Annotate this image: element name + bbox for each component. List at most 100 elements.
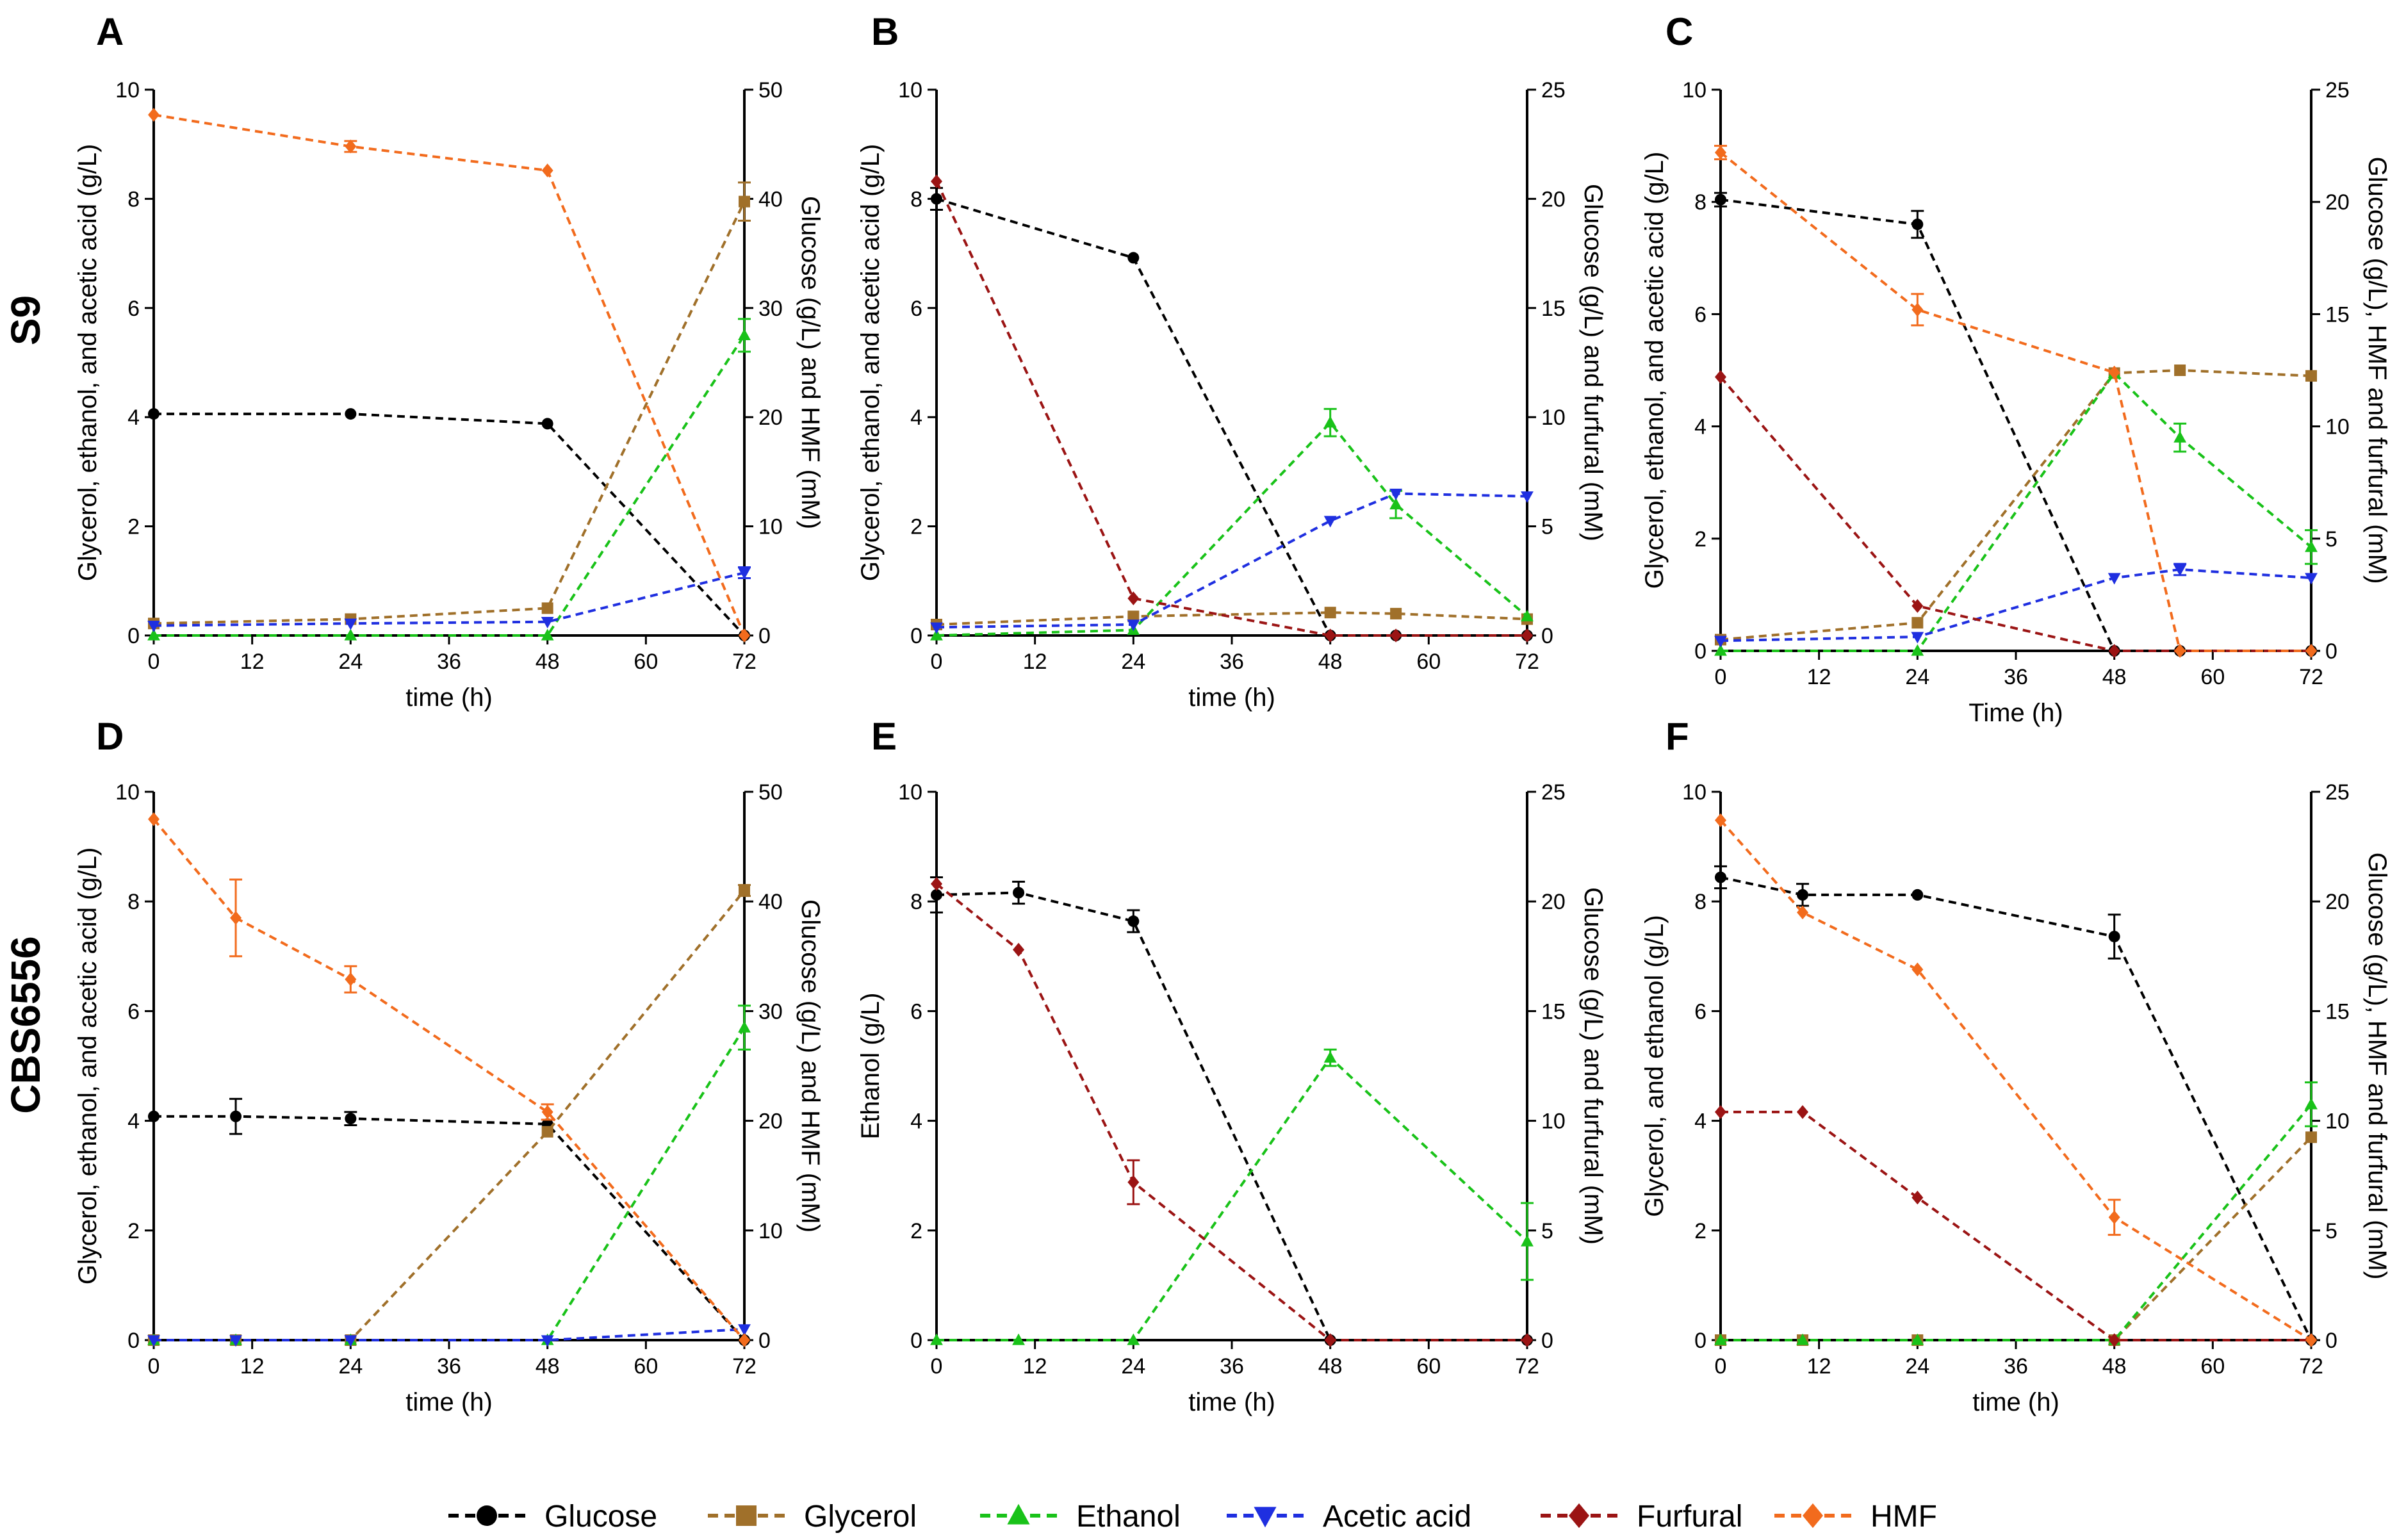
- furfural-point: [1911, 1190, 1924, 1205]
- glycerol-point: [2305, 1131, 2317, 1143]
- y-tick-label: 0: [127, 624, 140, 648]
- glucose-line: [1720, 198, 2311, 652]
- x-axis-label: time (h): [405, 1388, 493, 1416]
- y2-tick-label: 20: [758, 1110, 783, 1134]
- y-tick-label: 8: [127, 890, 140, 914]
- series-glycerol: [1715, 1131, 2317, 1346]
- glucose-point: [1127, 252, 1140, 264]
- panel-letter-d: D: [96, 715, 124, 758]
- y-tick-label: 0: [1694, 1329, 1706, 1353]
- x-tick-label: 12: [1807, 665, 1831, 689]
- x-axis-label: time (h): [1188, 1388, 1275, 1416]
- y-tick-label: 10: [898, 780, 922, 805]
- series-glucose: [1714, 865, 2317, 1346]
- hmf-point: [230, 911, 242, 925]
- y2-tick-label: 15: [1541, 999, 1566, 1024]
- y-tick-label: 0: [1694, 639, 1706, 664]
- ethanol-point: [930, 628, 943, 641]
- acetic-acid-point: [1911, 632, 1924, 644]
- y-tick-label: 10: [1682, 780, 1706, 805]
- ethanol-line: [936, 420, 1528, 637]
- panel-letter-c: C: [1665, 10, 1693, 53]
- x-tick-label: 72: [1515, 650, 1539, 674]
- hmf-point: [541, 163, 553, 177]
- y2-tick-label: 20: [2325, 190, 2350, 215]
- y-axis-label: Ethanol (g/L): [856, 992, 885, 1139]
- acetic-acid-point: [229, 1335, 242, 1347]
- panel-letter-e: E: [871, 715, 897, 758]
- x-tick-label: 12: [240, 1354, 265, 1379]
- hmf-point: [148, 108, 160, 122]
- furfural-point: [1127, 591, 1140, 605]
- y2-tick-label: 50: [758, 780, 783, 805]
- y2-tick-label: 10: [1541, 1110, 1566, 1134]
- glucose-point: [1911, 218, 1924, 231]
- legend-item-hmf: HMF: [1774, 1500, 1937, 1534]
- acetic-acid-point: [541, 1335, 554, 1347]
- y-tick-label: 6: [1694, 302, 1706, 327]
- x-axis-label: Time (h): [1968, 699, 2063, 727]
- legend-label-glycerol: Glycerol: [804, 1500, 917, 1534]
- y-tick-label: 6: [127, 999, 140, 1024]
- y-axis-label: Glycerol, ethanol, and acetic acid (g/L): [74, 144, 102, 582]
- ethanol-line: [154, 334, 746, 637]
- glycerol-line: [936, 611, 1528, 626]
- x-tick-label: 60: [2200, 665, 2225, 689]
- y-tick-label: 8: [910, 890, 922, 914]
- y2-tick-label: 0: [2325, 1329, 2337, 1353]
- hmf-point: [1911, 302, 1924, 317]
- acetic-acid-point: [541, 617, 554, 629]
- glucose-point: [931, 889, 942, 901]
- y2-tick-label: 0: [1541, 1329, 1553, 1353]
- series-hmf: [1715, 813, 2317, 1347]
- ethanol-point: [738, 329, 751, 341]
- hmf-point: [739, 1333, 750, 1347]
- glycerol-point: [2174, 365, 2186, 376]
- y2-tick-label: 20: [1541, 187, 1566, 211]
- hmf-point: [739, 628, 750, 643]
- y2-tick-label: 5: [1541, 1219, 1553, 1243]
- x-tick-label: 72: [2299, 665, 2323, 689]
- y2-tick-label: 0: [1541, 624, 1553, 648]
- hmf-point: [1797, 905, 1809, 920]
- y-tick-label: 8: [1694, 190, 1706, 215]
- acetic-acid-line: [936, 492, 1528, 629]
- series-ethanol: [147, 1004, 751, 1345]
- y-tick-label: 0: [910, 1329, 922, 1353]
- x-tick-label: 24: [338, 650, 363, 674]
- glycerol-line: [153, 201, 746, 625]
- legend-marker-ethanol: [1007, 1503, 1030, 1525]
- legend-marker-glycerol: [736, 1505, 757, 1526]
- series-acetic-acid: [1714, 562, 2318, 648]
- hmf-point: [2108, 365, 2120, 380]
- x-tick-label: 72: [2299, 1354, 2323, 1379]
- y2-tick-label: 15: [2325, 999, 2350, 1024]
- y-tick-label: 2: [127, 515, 140, 539]
- acetic-acid-point: [1127, 619, 1140, 632]
- x-tick-label: 60: [634, 1354, 658, 1379]
- y-tick-label: 4: [1694, 415, 1706, 439]
- panel-letter-a: A: [96, 10, 124, 53]
- legend-label-glucose: Glucose: [544, 1500, 657, 1534]
- x-tick-label: 0: [931, 1354, 943, 1379]
- y2-tick-label: 30: [758, 297, 783, 321]
- hmf-point: [345, 972, 357, 987]
- y2-tick-label: 20: [758, 405, 783, 430]
- legend-item-furfural: Furfural: [1541, 1500, 1742, 1534]
- furfural-point: [1521, 628, 1533, 643]
- ethanol-point: [1389, 498, 1403, 510]
- x-tick-label: 72: [732, 1354, 757, 1379]
- series-glycerol: [148, 181, 751, 630]
- furfural-point: [1911, 599, 1924, 613]
- acetic-acid-line: [154, 1327, 745, 1341]
- y-axis-label: Glycerol, ethanol, and acetic acid (g/L): [856, 144, 885, 582]
- y2-tick-label: 5: [1541, 515, 1553, 539]
- glucose-point: [345, 1113, 357, 1125]
- x-tick-label: 12: [1807, 1354, 1831, 1379]
- acetic-acid-point: [2107, 573, 2121, 585]
- x-tick-label: 48: [536, 650, 560, 674]
- y2-tick-label: 10: [1541, 405, 1566, 430]
- furfural-point: [1324, 628, 1336, 643]
- y-tick-label: 10: [898, 78, 922, 102]
- glycerol-point: [1324, 607, 1336, 619]
